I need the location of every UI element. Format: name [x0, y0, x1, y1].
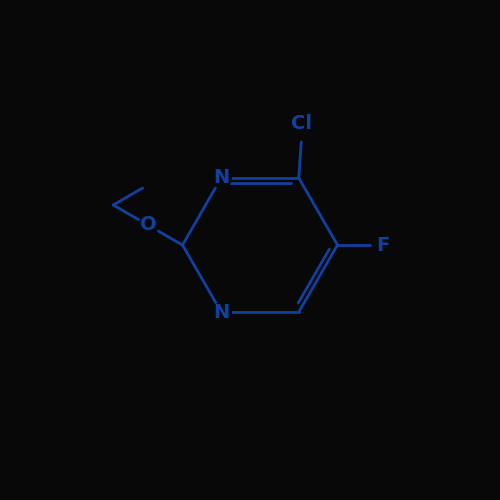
- Text: O: O: [140, 216, 156, 234]
- Text: F: F: [376, 236, 389, 255]
- Text: Cl: Cl: [291, 114, 312, 133]
- Text: N: N: [213, 168, 230, 188]
- Text: N: N: [213, 302, 230, 322]
